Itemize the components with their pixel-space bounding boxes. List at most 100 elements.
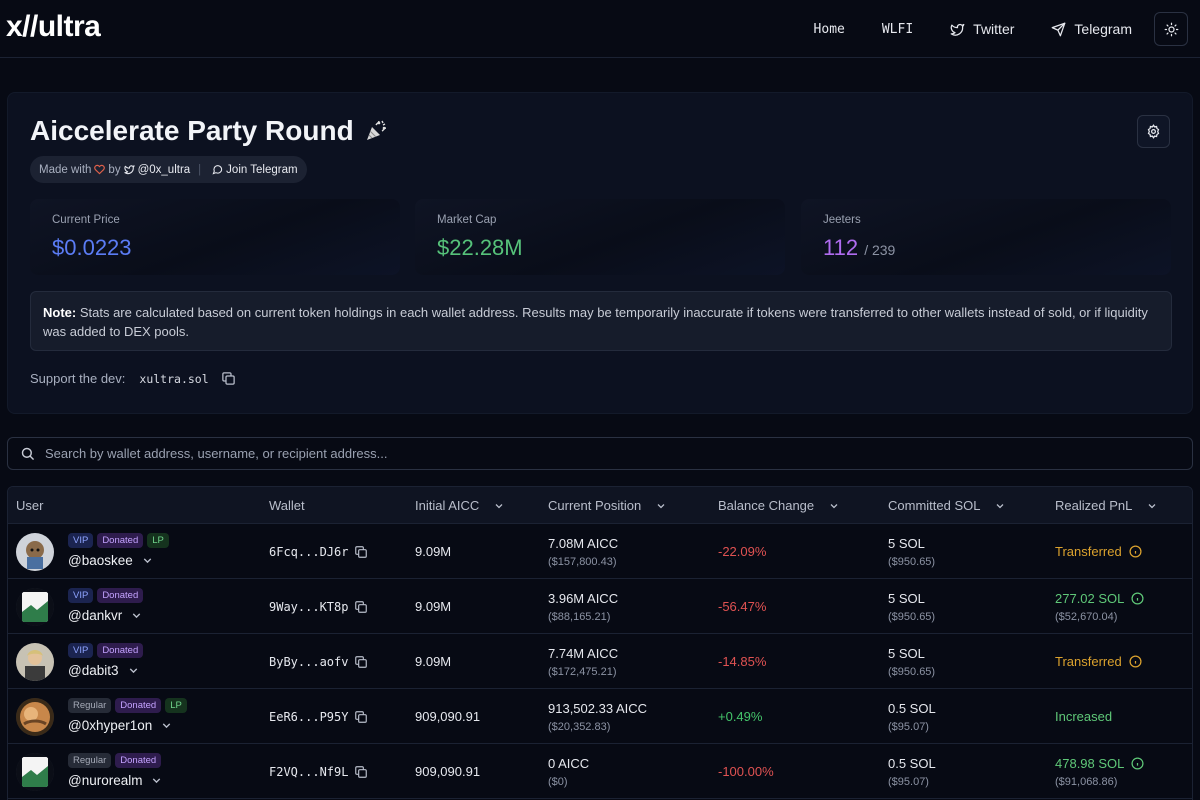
- info-icon[interactable]: [1129, 655, 1142, 668]
- info-icon[interactable]: [1131, 591, 1144, 605]
- column-label: Wallet: [269, 498, 305, 513]
- chevron-down-icon: [830, 503, 838, 508]
- column-header-balance-change[interactable]: Balance Change: [718, 487, 840, 524]
- jeeters-total: / 239: [864, 242, 896, 258]
- round-panel: Aiccelerate Party Round Made with by @0x…: [7, 92, 1193, 414]
- chevron-down-icon[interactable]: [150, 774, 163, 787]
- column-header-committed-sol[interactable]: Committed SOL: [888, 487, 1006, 524]
- position-usd: ($20,352.83): [548, 720, 611, 733]
- column-header-current-position[interactable]: Current Position: [548, 487, 667, 524]
- chevron-down-icon[interactable]: [141, 554, 154, 567]
- current-position-cell: 7.08M AICC ($157,800.43): [548, 524, 618, 579]
- initial-aicc: 909,090.91: [415, 709, 481, 724]
- made-with-label: Made with: [39, 163, 92, 176]
- username[interactable]: @0xhyper1on: [68, 718, 173, 733]
- initial-aicc-cell: 9.09M: [415, 579, 451, 634]
- copy-icon[interactable]: [354, 545, 368, 559]
- send-icon: [1052, 22, 1066, 36]
- current-position-cell: 3.96M AICC ($88,165.21): [548, 579, 618, 634]
- user-badges: Regular Donated: [68, 753, 165, 768]
- realized-pnl-cell: 277.02 SOL ($52,670.04): [1055, 579, 1144, 634]
- initial-aicc: 9.09M: [415, 599, 452, 614]
- logo[interactable]: x//ultra: [6, 10, 101, 43]
- initial-aicc: 9.09M: [415, 654, 452, 669]
- join-telegram-link[interactable]: Join Telegram: [226, 163, 298, 176]
- table-row[interactable]: Regular Donated @nurorealm F2VQ...Nf9L 90…: [8, 744, 1192, 799]
- info-icon[interactable]: [1131, 756, 1144, 770]
- avatar: [16, 753, 54, 791]
- user-badges: VIP Donated: [68, 643, 147, 658]
- badge-donated: Donated: [97, 643, 144, 658]
- copy-icon[interactable]: [221, 371, 236, 386]
- chevron-down-icon[interactable]: [130, 609, 143, 622]
- badge-donated: Donated: [97, 533, 144, 548]
- badge-lp: LP: [165, 698, 187, 713]
- realized-pnl: 478.98 SOL: [1055, 756, 1144, 771]
- wallet-address: F2VQ...Nf9L: [269, 764, 349, 779]
- realized-pnl-text: 277.02 SOL: [1055, 590, 1125, 606]
- nav-wlfi-link[interactable]: WLFI: [881, 21, 914, 37]
- table-row[interactable]: VIP Donated @dabit3 ByBy...aofv 9.09M 7.7…: [8, 634, 1192, 689]
- committed-sol: 5 SOL: [888, 645, 925, 661]
- holders-table: User Wallet Initial AICC Current Positio…: [7, 486, 1193, 800]
- user-badges: VIP Donated: [68, 588, 147, 603]
- nav-home-link[interactable]: Home: [813, 21, 845, 37]
- column-header-initial-aicc[interactable]: Initial AICC: [415, 487, 505, 524]
- committed-sol-cell: 0.5 SOL ($95.07): [888, 689, 936, 744]
- avatar: [16, 643, 54, 681]
- wallet-cell: 9Way...KT8p: [269, 579, 368, 634]
- position-usd: ($172,475.21): [548, 665, 617, 678]
- chevron-down-icon[interactable]: [160, 719, 173, 732]
- realized-pnl-text: Transferred: [1055, 654, 1122, 669]
- committed-sol-cell: 0.5 SOL ($95.07): [888, 744, 936, 799]
- username-text: @dankvr: [68, 608, 123, 623]
- username[interactable]: @baoskee: [68, 553, 154, 568]
- table-row[interactable]: VIP Donated LP @baoskee 6Fcq...DJ6r 9.09M …: [8, 524, 1192, 579]
- copy-icon[interactable]: [354, 765, 368, 779]
- avatar: [16, 698, 54, 736]
- column-label: Realized PnL: [1055, 498, 1133, 513]
- search-input[interactable]: [45, 446, 1145, 461]
- table-row[interactable]: VIP Donated @dankvr 9Way...KT8p 9.09M 3.9…: [8, 579, 1192, 634]
- username[interactable]: @dabit3: [68, 663, 140, 678]
- stat-current-price: Current Price $0.0223: [30, 199, 400, 275]
- note-box: Note: Stats are calculated based on curr…: [30, 291, 1172, 351]
- initial-aicc: 909,090.91: [415, 764, 481, 779]
- table-row[interactable]: Regular Donated LP @0xhyper1on EeR6...P95Y…: [8, 689, 1192, 744]
- position-usd: ($88,165.21): [548, 610, 611, 623]
- copy-icon[interactable]: [354, 655, 368, 669]
- stat-market-cap: Market Cap $22.28M: [415, 199, 785, 275]
- column-label: Committed SOL: [888, 498, 981, 513]
- realized-pnl-cell: Transferred: [1055, 634, 1142, 689]
- initial-aicc-cell: 9.09M: [415, 634, 451, 689]
- username[interactable]: @nurorealm: [68, 773, 163, 788]
- nav-telegram-link[interactable]: Telegram: [1051, 21, 1132, 37]
- note-label: Note:: [43, 305, 77, 320]
- username[interactable]: @dankvr: [68, 608, 143, 623]
- balance-change-cell: +0.49%: [718, 689, 762, 744]
- copy-icon[interactable]: [354, 600, 368, 614]
- initial-aicc-cell: 9.09M: [415, 524, 451, 579]
- author-handle-link[interactable]: @0x_ultra: [137, 163, 191, 176]
- stat-value: $22.28M: [437, 235, 523, 260]
- position-usd: ($157,800.43): [548, 555, 617, 568]
- info-icon[interactable]: [1129, 545, 1142, 558]
- realized-pnl-text: Increased: [1055, 709, 1113, 724]
- heart-icon: [94, 164, 106, 175]
- position-amount: 3.96M AICC: [548, 590, 619, 606]
- wallet-cell: ByBy...aofv: [269, 634, 368, 689]
- theme-toggle-button[interactable]: [1154, 12, 1188, 46]
- position-amount: 7.08M AICC: [548, 535, 619, 551]
- realized-pnl-cell: 478.98 SOL ($91,068.86): [1055, 744, 1144, 799]
- nav-twitter-link[interactable]: Twitter: [950, 21, 1014, 37]
- column-header-realized-pnl[interactable]: Realized PnL: [1055, 487, 1158, 524]
- username-text: @dabit3: [68, 663, 119, 678]
- badge-regular: Regular: [68, 698, 112, 713]
- settings-button[interactable]: [1137, 115, 1170, 148]
- copy-icon[interactable]: [354, 710, 368, 724]
- realized-pnl-text: 478.98 SOL: [1055, 755, 1125, 771]
- chevron-down-icon[interactable]: [127, 664, 140, 677]
- initial-aicc-cell: 909,090.91: [415, 744, 480, 799]
- column-label: Initial AICC: [415, 498, 480, 513]
- realized-pnl-cell: Increased: [1055, 689, 1112, 744]
